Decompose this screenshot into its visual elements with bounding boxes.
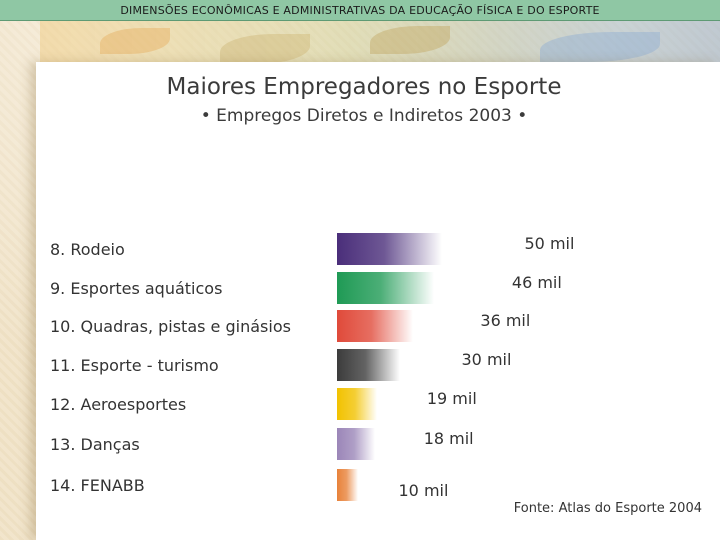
- category-label: 10. Quadras, pistas e ginásios: [50, 317, 291, 336]
- bar: [337, 233, 442, 265]
- leaf-decoration: [220, 34, 310, 64]
- bar: [337, 388, 377, 420]
- value-label: 30 mil: [461, 350, 512, 369]
- leaf-decoration: [370, 26, 450, 54]
- value-label: 36 mil: [480, 311, 531, 330]
- category-label: 9. Esportes aquáticos: [50, 279, 223, 298]
- source-note: Fonte: Atlas do Esporte 2004: [513, 501, 702, 516]
- header-title: DIMENSÕES ECONÔMICAS E ADMINISTRATIVAS D…: [120, 3, 600, 17]
- bar: [337, 310, 413, 342]
- leaf-decoration: [540, 32, 660, 62]
- header-strip: DIMENSÕES ECONÔMICAS E ADMINISTRATIVAS D…: [0, 0, 720, 21]
- category-label: 8. Rodeio: [50, 240, 125, 259]
- value-label: 19 mil: [426, 389, 477, 408]
- bar: [337, 428, 375, 460]
- bar: [337, 349, 400, 381]
- category-label: 13. Danças: [50, 435, 140, 454]
- category-label: 11. Esporte - turismo: [50, 356, 219, 375]
- chart-subtitle: • Empregos Diretos e Indiretos 2003 •: [200, 106, 528, 126]
- chart-title: Maiores Empregadores no Esporte: [166, 74, 562, 100]
- leaf-decoration: [100, 28, 170, 54]
- value-label: 46 mil: [511, 273, 562, 292]
- value-label: 50 mil: [524, 234, 575, 253]
- value-label: 18 mil: [423, 429, 474, 448]
- header-decoration: [40, 20, 720, 75]
- value-label: 10 mil: [398, 481, 449, 500]
- bar: [337, 272, 434, 304]
- category-label: 12. Aeroesportes: [50, 395, 187, 414]
- bar: [337, 469, 358, 501]
- category-label: 14. FENABB: [50, 476, 145, 495]
